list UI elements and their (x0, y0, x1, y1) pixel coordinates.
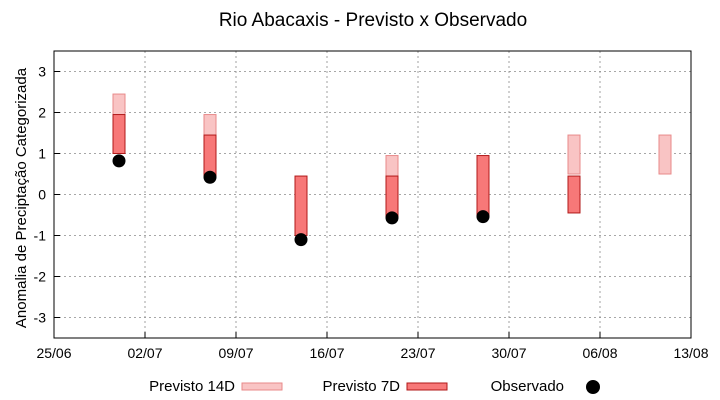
observado-point (294, 233, 308, 247)
x-tick-label: 30/07 (491, 345, 526, 361)
x-tick-labels: 25/06 02/07 09/07 16/07 23/07 30/07 06/08 13/08 (36, 332, 709, 361)
x-tick-label: 23/07 (400, 345, 435, 361)
x-tick-label: 09/07 (218, 345, 253, 361)
previsto-7d-bar (476, 155, 490, 218)
chart-title: Rio Abacaxis - Previsto x Observado (219, 10, 527, 31)
previsto-7d-bar (112, 114, 126, 155)
previsto-7d-bars (112, 114, 581, 237)
y-tick-label: -1 (34, 228, 47, 244)
legend-label-observado: Observado (491, 378, 564, 395)
previsto-7d-bar (567, 175, 581, 214)
observado-point (112, 154, 126, 168)
y-axis-label: Anomalia de Preciptação Categorizada (13, 67, 30, 328)
x-tick-label: 13/08 (673, 345, 708, 361)
y-tick-label: -2 (34, 269, 47, 285)
legend-marker-observado (586, 380, 600, 394)
x-tick-label: 16/07 (309, 345, 344, 361)
observado-points (112, 154, 490, 247)
observado-point (203, 170, 217, 184)
grid-lines (54, 51, 691, 338)
y-tick-label: 2 (38, 105, 46, 121)
previsto-14d-bar (658, 134, 672, 175)
legend-label-previsto-14d: Previsto 14D (149, 378, 235, 395)
observado-point (385, 211, 399, 225)
y-tick-label: -3 (34, 310, 47, 326)
x-tick-label: 06/08 (582, 345, 617, 361)
legend: Previsto 14D Previsto 7D Observado (149, 378, 600, 395)
y-tick-labels: -3 -2 -1 0 1 2 3 (34, 64, 60, 326)
x-tick-label: 02/07 (127, 345, 162, 361)
y-tick-label: 3 (38, 64, 46, 80)
legend-swatch-previsto-7d (406, 382, 448, 391)
legend-label-previsto-7d: Previsto 7D (322, 378, 400, 395)
y-tick-label: 1 (38, 146, 46, 162)
previsto-7d-bar (294, 175, 308, 237)
y-tick-label: 0 (38, 187, 46, 203)
previsto-7d-bar (385, 175, 399, 218)
previsto-7d-bar (203, 134, 217, 177)
previsto-14d-bar (567, 134, 581, 175)
legend-swatch-previsto-14d (241, 382, 283, 391)
x-tick-label: 25/06 (36, 345, 71, 361)
observado-point (476, 210, 490, 224)
